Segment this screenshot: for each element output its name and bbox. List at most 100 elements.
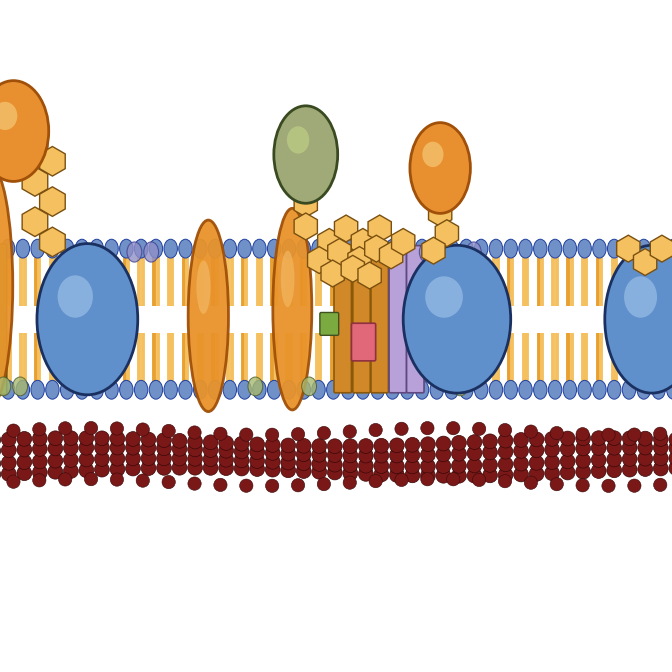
Circle shape xyxy=(187,442,202,457)
Ellipse shape xyxy=(667,380,672,399)
Circle shape xyxy=(654,427,667,440)
Ellipse shape xyxy=(415,380,429,399)
Ellipse shape xyxy=(593,239,606,258)
Polygon shape xyxy=(294,213,317,240)
Circle shape xyxy=(452,435,466,450)
Polygon shape xyxy=(351,228,374,255)
Circle shape xyxy=(447,472,460,486)
Circle shape xyxy=(653,461,668,476)
Circle shape xyxy=(405,448,420,462)
Polygon shape xyxy=(429,200,452,226)
Polygon shape xyxy=(422,237,445,264)
Polygon shape xyxy=(341,255,364,282)
Ellipse shape xyxy=(31,380,44,399)
Polygon shape xyxy=(435,220,458,247)
Circle shape xyxy=(235,453,249,468)
FancyBboxPatch shape xyxy=(389,246,407,392)
Circle shape xyxy=(358,448,373,463)
Ellipse shape xyxy=(16,380,30,399)
Ellipse shape xyxy=(607,380,621,399)
Ellipse shape xyxy=(460,380,473,399)
Ellipse shape xyxy=(474,380,488,399)
Polygon shape xyxy=(308,247,331,274)
Polygon shape xyxy=(294,190,317,217)
Circle shape xyxy=(607,452,622,467)
Circle shape xyxy=(32,465,47,480)
Ellipse shape xyxy=(519,380,532,399)
Ellipse shape xyxy=(667,239,672,258)
Ellipse shape xyxy=(248,377,263,396)
Circle shape xyxy=(162,475,175,489)
Circle shape xyxy=(576,441,591,456)
Ellipse shape xyxy=(622,380,636,399)
Circle shape xyxy=(172,442,187,456)
Circle shape xyxy=(467,468,482,483)
FancyBboxPatch shape xyxy=(320,312,339,335)
Circle shape xyxy=(628,428,641,442)
Circle shape xyxy=(395,422,408,435)
Ellipse shape xyxy=(607,239,621,258)
Circle shape xyxy=(653,440,668,455)
Ellipse shape xyxy=(208,380,222,399)
Polygon shape xyxy=(328,239,351,265)
Circle shape xyxy=(467,458,482,473)
Circle shape xyxy=(436,468,451,483)
Circle shape xyxy=(327,439,342,454)
Ellipse shape xyxy=(578,239,591,258)
Ellipse shape xyxy=(238,239,251,258)
Ellipse shape xyxy=(386,380,399,399)
Ellipse shape xyxy=(0,377,11,396)
Ellipse shape xyxy=(445,380,458,399)
Ellipse shape xyxy=(474,239,488,258)
Circle shape xyxy=(218,461,234,476)
Ellipse shape xyxy=(60,239,74,258)
Circle shape xyxy=(312,464,327,479)
Ellipse shape xyxy=(302,377,317,396)
Ellipse shape xyxy=(605,245,672,393)
Circle shape xyxy=(482,445,497,460)
Circle shape xyxy=(157,460,171,475)
Ellipse shape xyxy=(282,239,296,258)
Circle shape xyxy=(638,440,653,455)
Circle shape xyxy=(126,440,140,455)
Circle shape xyxy=(63,453,78,468)
Ellipse shape xyxy=(0,165,13,407)
Ellipse shape xyxy=(267,239,281,258)
Ellipse shape xyxy=(466,242,481,262)
Ellipse shape xyxy=(90,380,103,399)
Circle shape xyxy=(79,452,94,467)
Circle shape xyxy=(79,463,94,478)
Ellipse shape xyxy=(410,122,470,214)
Ellipse shape xyxy=(371,380,384,399)
Circle shape xyxy=(188,426,201,439)
Circle shape xyxy=(312,439,327,454)
Circle shape xyxy=(250,462,265,476)
Circle shape xyxy=(498,468,513,482)
Circle shape xyxy=(110,440,125,455)
Ellipse shape xyxy=(297,380,310,399)
Ellipse shape xyxy=(273,208,312,410)
Ellipse shape xyxy=(356,380,370,399)
Polygon shape xyxy=(22,126,48,156)
Circle shape xyxy=(95,462,110,477)
Circle shape xyxy=(602,428,615,442)
Circle shape xyxy=(467,435,482,450)
Circle shape xyxy=(591,441,606,456)
Polygon shape xyxy=(335,215,358,242)
Ellipse shape xyxy=(282,380,296,399)
Circle shape xyxy=(327,448,342,462)
Circle shape xyxy=(436,459,451,474)
Circle shape xyxy=(203,435,218,450)
Ellipse shape xyxy=(164,380,177,399)
Circle shape xyxy=(214,427,227,440)
Circle shape xyxy=(452,468,466,483)
Circle shape xyxy=(524,476,538,489)
Circle shape xyxy=(374,458,388,473)
Ellipse shape xyxy=(46,239,59,258)
Ellipse shape xyxy=(134,380,148,399)
Ellipse shape xyxy=(453,377,468,396)
Ellipse shape xyxy=(403,245,511,393)
Circle shape xyxy=(421,448,435,462)
Ellipse shape xyxy=(430,239,444,258)
Circle shape xyxy=(79,431,94,446)
